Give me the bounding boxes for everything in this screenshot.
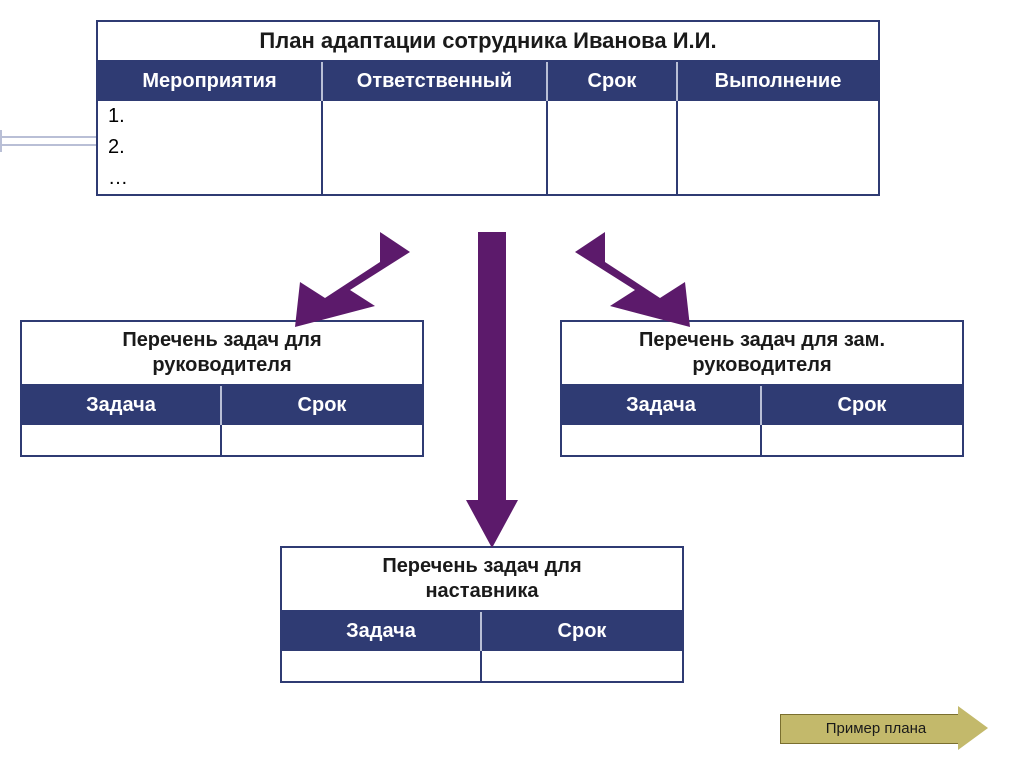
title-line2: руководителя <box>152 354 291 376</box>
title-line1: Перечень задач для <box>382 555 581 577</box>
cell <box>548 101 678 132</box>
col-responsible: Ответственный <box>323 62 548 101</box>
title-line1: Перечень задач для <box>122 329 321 351</box>
cell <box>323 101 548 132</box>
sub-table-header: Задача Срок <box>22 386 422 425</box>
table-row <box>22 425 422 455</box>
example-plan-label: Пример плана <box>826 720 945 737</box>
cell <box>762 425 962 455</box>
main-plan-table: План адаптации сотрудника Иванова И.И. М… <box>96 20 880 196</box>
flow-arrow-left <box>280 232 420 327</box>
cell <box>678 101 878 132</box>
table-row: 2. <box>98 132 878 163</box>
sub-table-title: Перечень задач для зам. руководителя <box>562 322 962 386</box>
cell <box>482 651 682 681</box>
cell <box>323 163 548 194</box>
col-deadline: Срок <box>222 386 422 425</box>
cell <box>548 132 678 163</box>
col-deadline: Срок <box>762 386 962 425</box>
table-row <box>282 651 682 681</box>
row-label: 2. <box>98 132 323 163</box>
col-activities: Мероприятия <box>98 62 323 101</box>
connector-tick <box>0 130 2 152</box>
sub-table-title: Перечень задач для наставника <box>282 548 682 612</box>
flow-arrow-center <box>466 232 518 548</box>
sub-table-mentor: Перечень задач для наставника Задача Сро… <box>280 546 684 683</box>
title-line1: Перечень задач для зам. <box>639 329 885 351</box>
sub-table-header: Задача Срок <box>562 386 962 425</box>
row-label: … <box>98 163 323 194</box>
col-deadline: Срок <box>548 62 678 101</box>
col-deadline: Срок <box>482 612 682 651</box>
cell <box>548 163 678 194</box>
cell <box>562 425 762 455</box>
cell <box>678 132 878 163</box>
cell <box>222 425 422 455</box>
col-task: Задача <box>282 612 482 651</box>
flow-arrow-right <box>565 232 705 327</box>
cell <box>22 425 222 455</box>
sub-table-header: Задача Срок <box>282 612 682 651</box>
sub-table-title: Перечень задач для руководителя <box>22 322 422 386</box>
col-completion: Выполнение <box>678 62 878 101</box>
main-table-header: Мероприятия Ответственный Срок Выполнени… <box>98 62 878 101</box>
plan-arrow-head-icon <box>958 706 988 750</box>
left-connector <box>0 136 96 146</box>
col-task: Задача <box>22 386 222 425</box>
cell <box>282 651 482 681</box>
table-row: … <box>98 163 878 194</box>
table-row <box>562 425 962 455</box>
cell <box>678 163 878 194</box>
row-label: 1. <box>98 101 323 132</box>
example-plan-button[interactable]: Пример плана <box>780 706 990 750</box>
title-line2: руководителя <box>692 354 831 376</box>
table-row: 1. <box>98 101 878 132</box>
title-line2: наставника <box>425 580 538 602</box>
sub-table-manager: Перечень задач для руководителя Задача С… <box>20 320 424 457</box>
main-table-title: План адаптации сотрудника Иванова И.И. <box>98 22 878 62</box>
sub-table-deputy: Перечень задач для зам. руководителя Зад… <box>560 320 964 457</box>
col-task: Задача <box>562 386 762 425</box>
cell <box>323 132 548 163</box>
